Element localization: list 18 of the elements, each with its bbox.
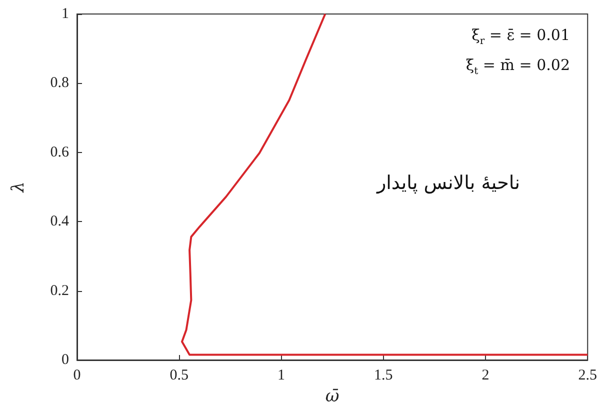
y-tick-label: 0.4: [50, 214, 70, 230]
annotation: ناحیهٔ بالانس پایدار: [376, 172, 520, 194]
annotation: ξ$_{r}$ = ε̄ = 0.01: [472, 26, 570, 47]
y-axis-title: λ: [8, 182, 28, 194]
x-tick-label: 0: [73, 368, 81, 384]
y-tick-label: 0: [62, 352, 69, 368]
x-tick-label: 1: [278, 368, 285, 384]
y-tick-label: 1: [62, 6, 69, 22]
x-tick-label: 0.5: [170, 368, 188, 384]
x-tick-label: 1.5: [374, 368, 393, 384]
y-tick-label: 0.6: [50, 144, 70, 160]
y-tick-label: 0.8: [50, 75, 69, 92]
x-tick-label: 2: [482, 368, 490, 384]
x-tick-label: 2.5: [578, 368, 597, 384]
annotation: ξ$_{t}$ = m̄ = 0.02: [466, 56, 570, 77]
line-series: [180, 13, 589, 356]
y-tick-label: 0.2: [50, 282, 69, 299]
x-axis-title: ω̄: [325, 386, 340, 406]
